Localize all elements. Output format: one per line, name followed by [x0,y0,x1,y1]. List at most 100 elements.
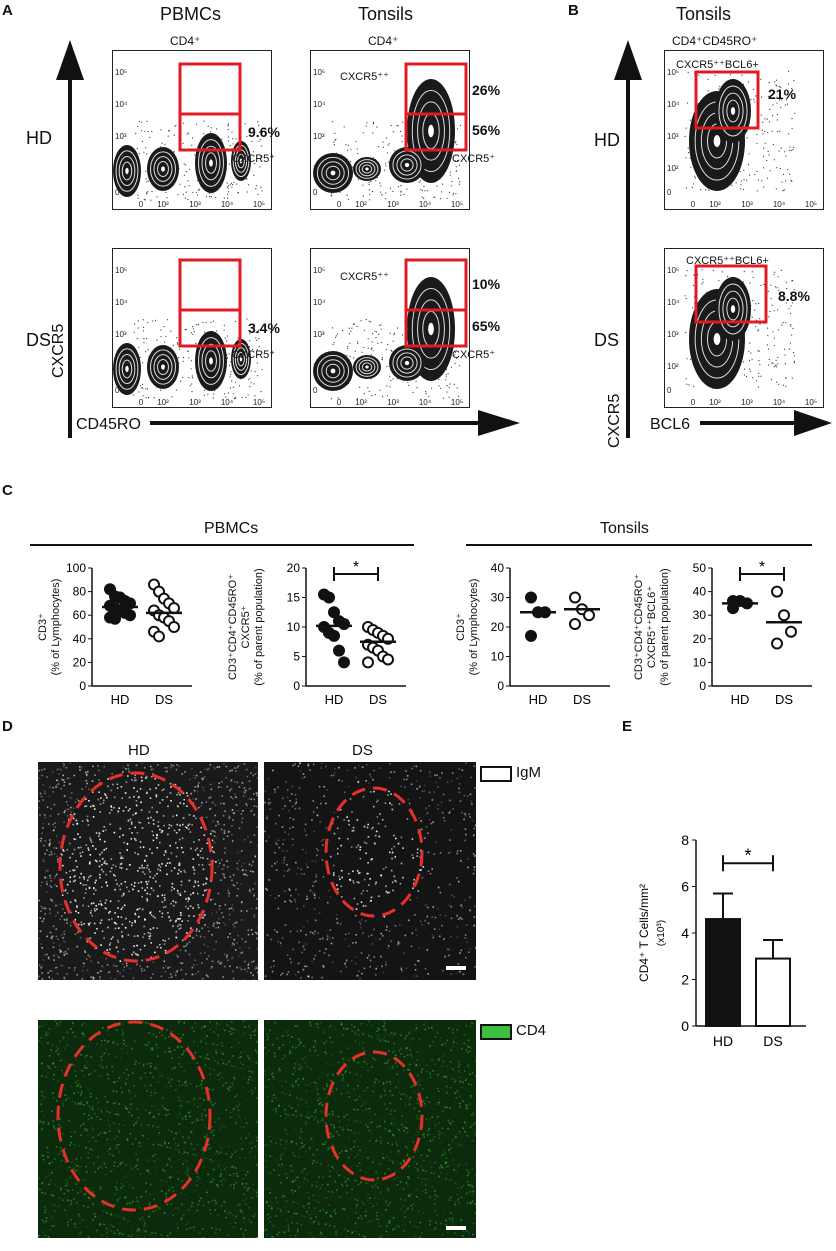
texture-speck [51,771,54,773]
texture-speck [146,791,148,794]
texture-speck [272,769,274,772]
texture-speck [389,851,391,854]
texture-speck [243,968,246,971]
texture-speck [126,964,128,967]
texture-speck [278,895,280,897]
texture-speck [251,933,254,936]
texture-speck [57,1048,60,1050]
event-dot [791,127,793,130]
event-dot [246,135,248,137]
texture-speck [40,910,42,912]
texture-speck [176,764,178,766]
texture-speck [149,932,152,935]
texture-speck [368,884,370,886]
texture-speck [60,964,62,967]
texture-speck [104,1039,106,1042]
texture-speck [240,910,243,912]
event-dot [369,199,371,201]
texture-speck [116,939,119,942]
texture-speck [232,1028,234,1030]
texture-speck [292,764,294,767]
texture-speck [250,1147,253,1149]
texture-speck [294,803,297,806]
texture-speck [178,1149,180,1152]
event-dot [415,380,417,382]
texture-speck [53,954,55,957]
texture-speck [209,1028,212,1031]
panel-b-y-axis-arrow [614,40,642,438]
texture-speck [120,883,123,885]
texture-speck [72,1198,75,1200]
texture-speck [241,1135,243,1138]
texture-speck [442,969,444,972]
texture-speck [115,946,118,949]
texture-speck [59,918,61,921]
texture-speck [41,832,43,834]
event-dot [251,140,253,142]
event-dot [371,341,373,343]
event-dot [381,357,383,359]
texture-speck [243,795,245,797]
texture-speck [173,1138,175,1140]
texture-speck [212,801,215,804]
texture-speck [284,831,286,833]
texture-speck [220,1147,222,1149]
texture-speck [136,1237,138,1238]
texture-speck [180,1180,183,1183]
texture-speck [434,916,437,919]
texture-speck [181,837,184,840]
texture-speck [140,1124,142,1126]
texture-speck [192,1153,194,1156]
texture-speck [382,971,385,974]
texture-speck [138,1141,140,1144]
texture-speck [432,936,435,939]
texture-speck [73,1163,76,1165]
texture-speck [175,814,178,817]
texture-speck [163,1212,166,1214]
texture-speck [276,861,278,863]
contour-core [365,167,369,171]
event-dot [445,379,447,381]
texture-speck [121,906,124,909]
texture-speck [238,947,241,949]
texture-speck [232,819,234,821]
texture-speck [246,1171,249,1173]
texture-speck [142,1141,144,1143]
texture-speck [53,1225,55,1227]
texture-speck [212,820,214,822]
texture-speck [170,902,172,905]
texture-speck [174,974,177,977]
event-dot [381,359,383,361]
texture-speck [52,791,54,793]
event-dot [174,125,176,127]
texture-speck [236,862,238,865]
texture-speck [230,796,232,798]
event-dot [184,186,186,188]
texture-speck [66,815,69,817]
texture-speck [315,880,317,883]
texture-speck [132,814,134,816]
texture-speck [376,816,379,818]
texture-speck [119,827,122,830]
texture-speck [175,1089,177,1091]
texture-speck [251,961,253,963]
texture-speck [77,1222,80,1224]
texture-speck [164,1140,166,1143]
event-dot [213,393,215,395]
texture-speck [123,1043,125,1045]
texture-speck [232,797,234,800]
texture-speck [376,801,378,803]
texture-speck [92,1162,95,1164]
texture-speck [381,818,384,821]
texture-speck [202,1119,204,1121]
texture-speck [86,1171,88,1174]
texture-speck [288,868,290,871]
event-dot [762,121,764,123]
texture-speck [167,833,169,836]
texture-speck [178,1112,181,1115]
texture-speck [224,923,226,926]
texture-speck [299,770,302,772]
event-dot [362,184,364,186]
texture-speck [346,1191,348,1194]
event-dot [234,398,236,400]
